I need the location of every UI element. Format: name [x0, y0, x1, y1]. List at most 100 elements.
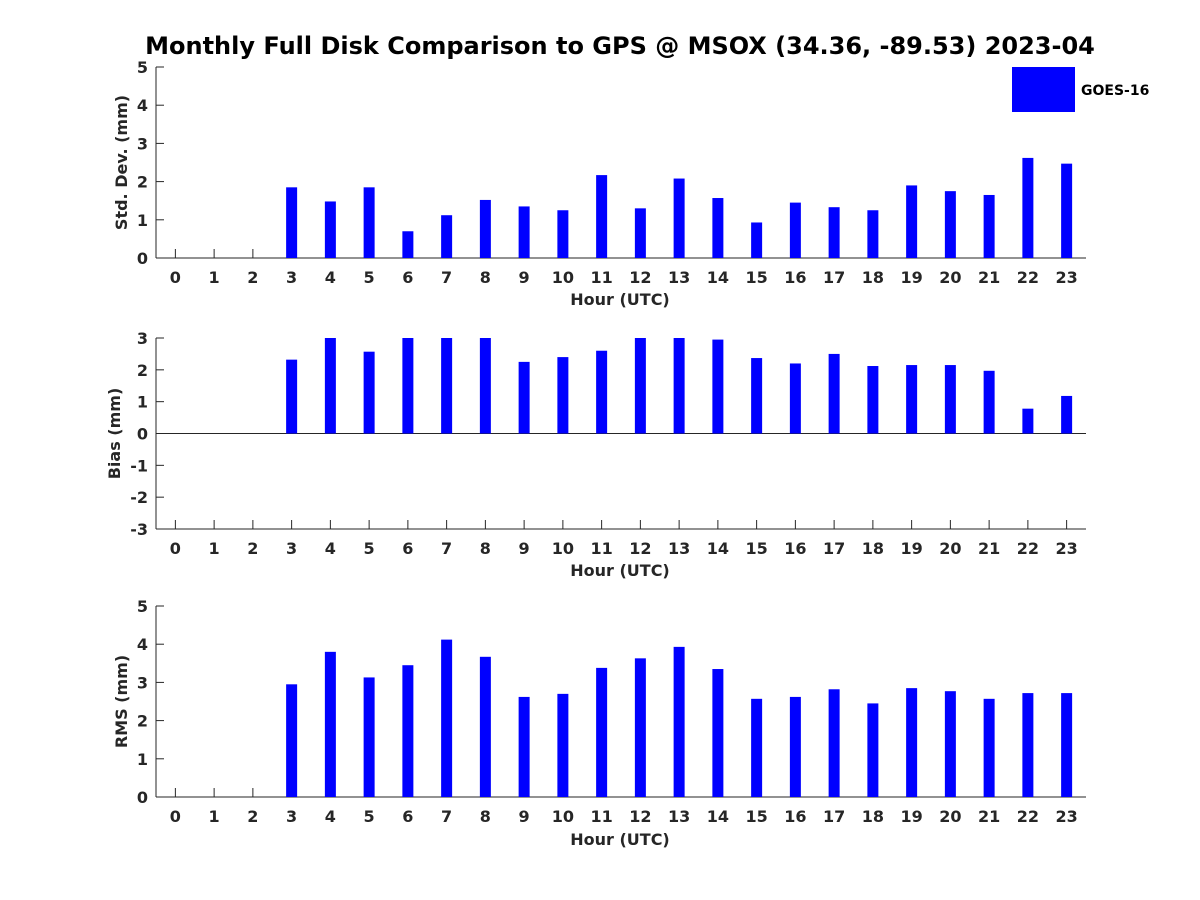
y-tick-label: 3 — [137, 673, 148, 692]
bar-hour-22 — [1022, 157, 1034, 258]
x-tick-label: 3 — [286, 807, 297, 826]
x-tick-label: 10 — [552, 807, 574, 826]
x-tick-label: 21 — [978, 807, 1000, 826]
x-tick-label: 13 — [668, 807, 690, 826]
bar-hour-12 — [634, 658, 646, 797]
x-tick-label: 15 — [745, 807, 767, 826]
x-tick-label: 2 — [247, 807, 258, 826]
y-axis-label: RMS (mm) — [112, 655, 131, 748]
y-tick-label: 4 — [137, 96, 148, 115]
bar-hour-9 — [518, 206, 530, 258]
x-tick-label: 9 — [519, 268, 530, 287]
x-tick-label: 3 — [286, 268, 297, 287]
x-tick-label: 9 — [519, 539, 530, 558]
x-tick-label: 4 — [325, 539, 336, 558]
bar-hour-19 — [906, 365, 918, 434]
x-tick-label: 22 — [1017, 539, 1039, 558]
bar-hour-20 — [944, 365, 956, 434]
y-tick-label: 0 — [137, 249, 148, 268]
x-tick-label: 20 — [939, 268, 961, 287]
legend-swatch — [1012, 67, 1075, 112]
x-tick-label: 17 — [823, 807, 845, 826]
x-tick-label: 3 — [286, 539, 297, 558]
x-tick-label: 13 — [668, 268, 690, 287]
x-tick-label: 19 — [900, 807, 922, 826]
x-tick-label: 14 — [707, 268, 729, 287]
y-tick-label: -2 — [130, 488, 148, 507]
x-tick-label: 17 — [823, 539, 845, 558]
y-tick-label: 2 — [137, 712, 148, 731]
x-tick-label: 12 — [629, 268, 651, 287]
bar-hour-3 — [286, 684, 298, 797]
x-tick-label: 12 — [629, 539, 651, 558]
x-tick-label: 10 — [552, 268, 574, 287]
bar-hour-10 — [557, 693, 569, 797]
legend: GOES-16 — [1012, 67, 1149, 112]
x-tick-label: 8 — [480, 807, 491, 826]
bar-hour-21 — [983, 194, 995, 258]
bar-hour-5 — [363, 187, 375, 258]
y-tick-label: 4 — [137, 635, 148, 654]
y-tick-label: 1 — [137, 393, 148, 412]
y-tick-label: 5 — [137, 58, 148, 77]
bar-hour-4 — [324, 338, 336, 434]
bar-hour-23 — [1061, 693, 1073, 797]
x-tick-label: 21 — [978, 268, 1000, 287]
bar-hour-5 — [363, 677, 375, 797]
x-tick-label: 8 — [480, 539, 491, 558]
x-tick-label: 22 — [1017, 807, 1039, 826]
bar-hour-18 — [867, 366, 879, 434]
bar-hour-19 — [906, 185, 918, 258]
x-tick-label: 15 — [745, 268, 767, 287]
bar-hour-21 — [983, 370, 995, 434]
y-tick-label: 3 — [137, 329, 148, 348]
bar-hour-13 — [673, 178, 685, 258]
y-axis-label: Bias (mm) — [105, 388, 124, 480]
bar-hour-10 — [557, 210, 569, 258]
bar-hour-15 — [751, 358, 763, 434]
bar-hour-14 — [712, 198, 724, 258]
bar-hour-4 — [324, 651, 336, 797]
x-tick-label: 6 — [402, 268, 413, 287]
x-tick-label: 2 — [247, 268, 258, 287]
bar-hour-11 — [596, 350, 608, 434]
chart-title: Monthly Full Disk Comparison to GPS @ MS… — [145, 32, 1095, 60]
bar-hour-13 — [673, 338, 685, 434]
x-tick-label: 9 — [519, 807, 530, 826]
x-tick-label: 18 — [862, 807, 884, 826]
legend-label: GOES-16 — [1081, 83, 1149, 99]
x-axis-label: Hour (UTC) — [570, 290, 670, 309]
x-tick-label: 14 — [707, 539, 729, 558]
x-tick-label: 16 — [784, 807, 806, 826]
x-tick-label: 19 — [900, 539, 922, 558]
x-tick-label: 1 — [209, 539, 220, 558]
bar-hour-17 — [828, 353, 840, 434]
bar-hour-6 — [402, 338, 414, 434]
x-tick-label: 10 — [552, 539, 574, 558]
x-tick-label: 2 — [247, 539, 258, 558]
x-tick-label: 14 — [707, 807, 729, 826]
bar-hour-11 — [596, 667, 608, 797]
bar-hour-11 — [596, 175, 608, 258]
bar-hour-14 — [712, 669, 724, 797]
x-tick-label: 15 — [745, 539, 767, 558]
x-tick-label: 20 — [939, 807, 961, 826]
x-tick-label: 6 — [402, 807, 413, 826]
bar-hour-19 — [906, 688, 918, 797]
bar-hour-7 — [441, 338, 453, 434]
y-tick-label: 1 — [137, 211, 148, 230]
x-tick-label: 0 — [170, 807, 181, 826]
x-tick-label: 18 — [862, 268, 884, 287]
bar-hour-22 — [1022, 408, 1034, 434]
y-tick-label: 0 — [137, 788, 148, 807]
x-tick-label: 1 — [209, 268, 220, 287]
x-tick-label: 4 — [325, 807, 336, 826]
y-axis-label: Std. Dev. (mm) — [112, 95, 131, 230]
x-tick-label: 5 — [364, 807, 375, 826]
bar-hour-15 — [751, 222, 763, 258]
bar-hour-20 — [944, 191, 956, 258]
bar-hour-6 — [402, 665, 414, 797]
